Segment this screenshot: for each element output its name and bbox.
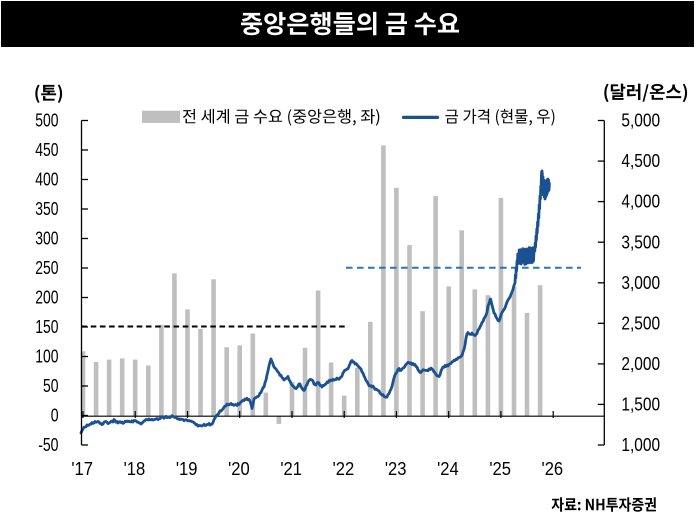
svg-text:'20: '20	[228, 459, 250, 479]
svg-text:'23: '23	[385, 459, 407, 479]
svg-text:450: 450	[35, 140, 58, 160]
svg-text:-50: -50	[38, 435, 58, 455]
svg-text:300: 300	[35, 229, 58, 249]
svg-text:1,000: 1,000	[621, 435, 660, 455]
svg-text:3,500: 3,500	[621, 232, 660, 252]
svg-text:250: 250	[35, 258, 58, 278]
svg-text:4,000: 4,000	[621, 192, 660, 212]
svg-text:150: 150	[35, 317, 58, 337]
svg-text:'26: '26	[542, 459, 564, 479]
svg-text:500: 500	[35, 111, 58, 131]
svg-text:2,000: 2,000	[621, 354, 660, 374]
svg-text:200: 200	[35, 288, 58, 308]
svg-text:3,000: 3,000	[621, 273, 660, 293]
svg-text:4,500: 4,500	[621, 151, 660, 171]
svg-text:2,500: 2,500	[621, 313, 660, 333]
svg-text:50: 50	[43, 376, 59, 396]
svg-text:'25: '25	[489, 459, 511, 479]
svg-text:1,500: 1,500	[621, 395, 660, 415]
svg-text:5,000: 5,000	[621, 111, 660, 131]
svg-text:400: 400	[35, 170, 58, 190]
svg-text:'24: '24	[437, 459, 459, 479]
svg-text:'19: '19	[176, 459, 198, 479]
svg-text:'18: '18	[124, 459, 146, 479]
svg-text:350: 350	[35, 199, 58, 219]
svg-text:'17: '17	[71, 459, 93, 479]
svg-text:0: 0	[51, 406, 59, 426]
svg-text:100: 100	[35, 347, 58, 367]
svg-text:'21: '21	[280, 459, 302, 479]
svg-text:'22: '22	[333, 459, 355, 479]
